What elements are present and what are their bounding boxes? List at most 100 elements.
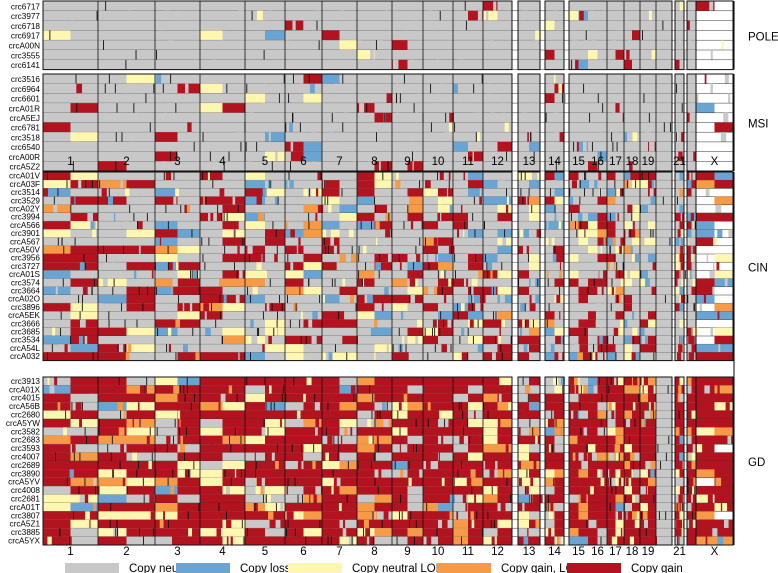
focal-gain_loh [344,427,348,436]
breakpoint-mark [584,172,586,181]
cell-gain_loh [222,336,245,345]
cell-neutral_loh [265,486,285,495]
cell-gain [545,311,555,320]
cell-gain [468,393,483,403]
cell-gain [392,494,408,503]
cell-neutral-background [43,50,512,60]
focal-neutral [648,141,655,152]
focal-gain_loh [312,461,316,470]
cell-gain [177,435,200,445]
focal-neutral [522,503,525,512]
cell-gain [624,59,632,70]
focal-neutral [499,295,505,304]
focal-neutral [318,278,321,287]
focal-neutral [477,10,483,21]
breakpoint-mark [351,536,353,545]
segment-frame [568,73,673,172]
cell-neutral_loh [245,393,265,403]
breakpoint-mark [193,141,195,152]
breakpoint-mark [54,452,56,461]
breakpoint-mark [168,519,169,529]
breakpoint-mark [454,254,456,263]
focal-gain [429,393,435,403]
focal-gain [236,270,240,279]
focal-neutral_loh [548,511,554,520]
focal-neutral [289,262,294,271]
breakpoint-mark [262,311,264,320]
focal-gain [343,511,346,520]
cell-gain_loh [648,477,656,487]
cell-neutral-background [569,229,672,238]
cell-gain [624,435,632,445]
sample-label: crc3994 [11,213,41,222]
cell-gain [303,319,322,328]
cell-gain [648,427,656,436]
focal-neutral [710,327,714,336]
cell-loss [98,494,127,503]
cell-neutral_loh [518,511,529,520]
cell-gain [569,519,579,529]
breakpoint-mark [490,519,492,529]
chromosome-tick-label: X [711,546,719,558]
cell-neutral-background [518,83,540,94]
focal-neutral [649,188,654,197]
cell-neutral-background [518,10,540,21]
focal-neutral_loh [629,536,635,545]
focal-neutral [238,352,240,361]
breakpoint-mark [331,278,333,287]
cell-gain_loh [529,427,540,436]
breakpoint-mark [51,344,53,353]
sample-label: crcA032 [10,352,40,361]
focal-neutral [305,344,312,353]
focal-neutral_loh [328,204,332,213]
breakpoint-mark [265,494,267,503]
cell-neutral_loh [177,245,200,254]
breakpoint-mark [318,40,320,50]
cell-neutral-background [675,112,684,123]
cell-gain [407,469,423,478]
cell-gain [679,132,684,142]
focal-neutral [371,59,376,70]
breakpoint-mark [330,536,332,545]
cell-gain [70,180,98,189]
cell-gain [569,477,579,487]
cell-gain [322,188,340,197]
cell-gain [588,528,598,537]
focal-neutral_loh [271,344,274,353]
breakpoint-mark [501,352,503,361]
focal-neutral [582,74,586,84]
focal-neutral [188,444,191,453]
cell-neutral_loh [200,477,223,487]
cell-neutral_loh [483,435,498,445]
breakpoint-mark [116,103,118,113]
cell-neutral_loh [640,180,648,189]
breakpoint-mark [450,245,452,254]
focal-gain [597,494,600,503]
focal-gain [385,229,391,238]
breakpoint-mark [112,286,114,295]
focal-neutral [359,103,365,113]
breakpoint-mark [138,286,140,295]
sample-label: crc3514 [11,188,41,197]
cell-loss [322,221,340,230]
focal-gain_loh [268,511,274,520]
breakpoint-mark [85,180,87,189]
breakpoint-mark [608,385,610,394]
breakpoint-mark [401,511,403,520]
focal-loss [690,245,693,254]
focal-gain_loh [375,221,380,230]
cell-gain [714,336,733,345]
cell-gain [245,427,265,436]
focal-gain_loh [375,511,378,520]
cell-gain_loh [632,385,640,394]
cell-gain [374,427,392,436]
breakpoint-mark [289,262,291,271]
focal-neutral_loh [504,122,509,133]
breakpoint-mark [441,286,443,295]
focal-gain [611,410,615,419]
focal-gain [350,427,353,436]
cell-neutral_loh [497,204,512,213]
chromosome-tick-label: 6 [300,546,306,558]
breakpoint-mark [493,519,495,529]
focal-neutral [313,10,316,21]
